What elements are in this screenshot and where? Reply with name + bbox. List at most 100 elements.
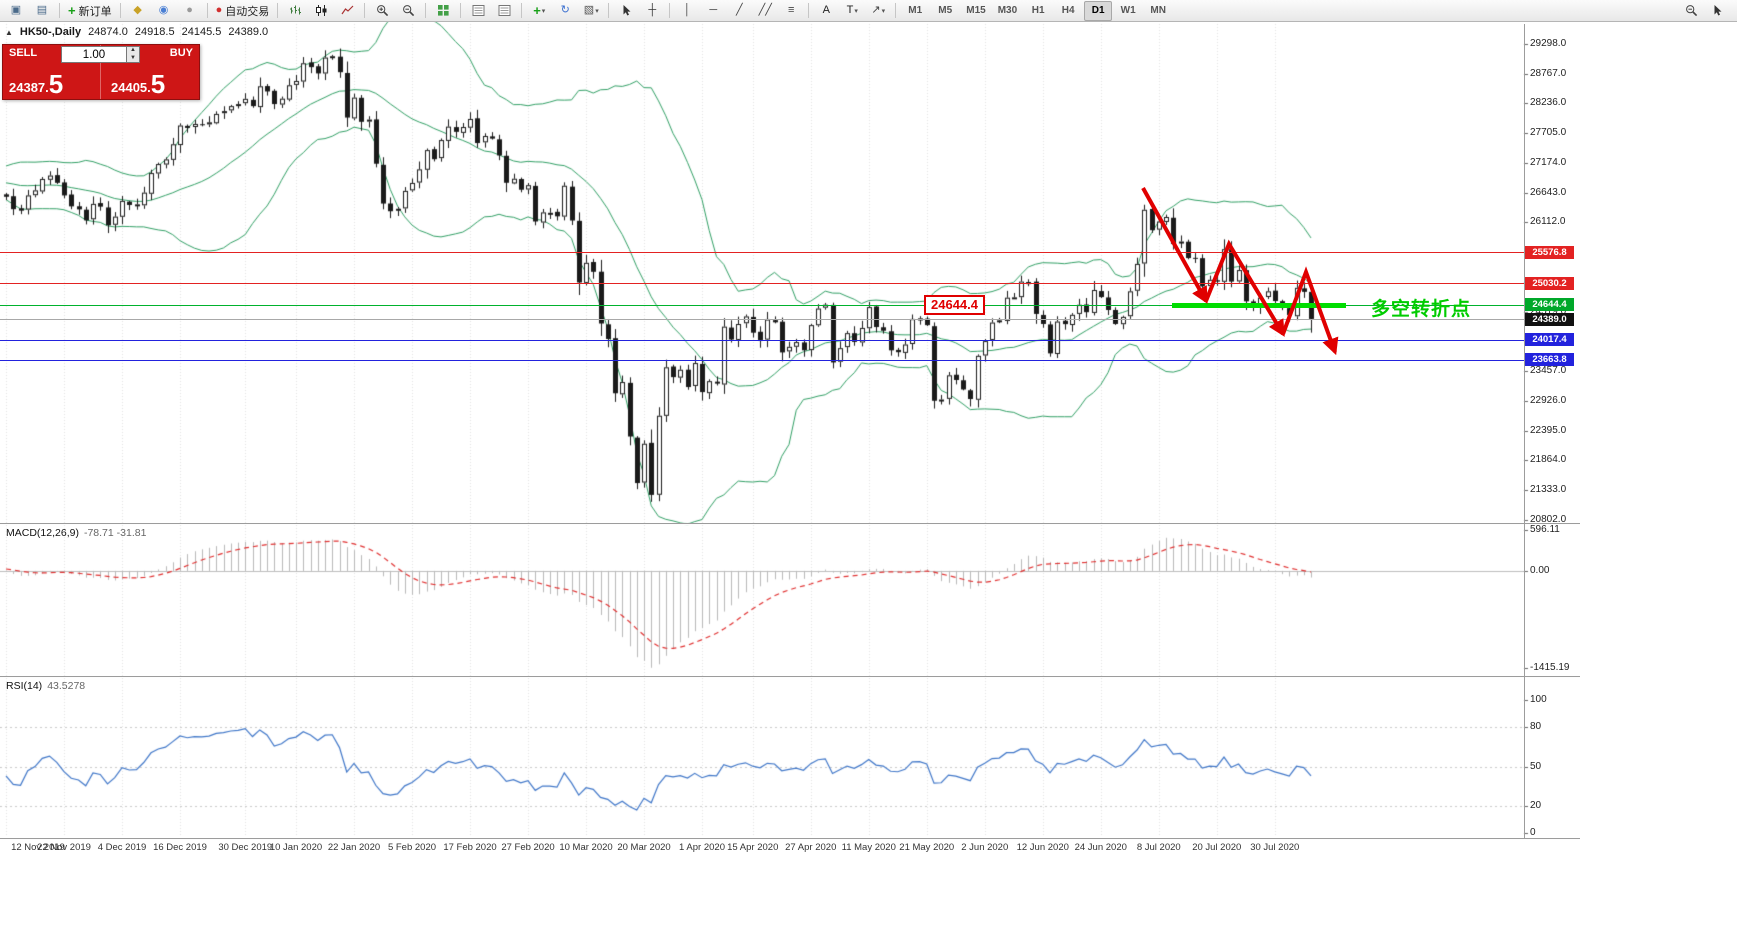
arrows-icon[interactable]: ↗ ▾ <box>871 4 886 16</box>
time-axis-label: 17 Feb 2020 <box>443 842 497 853</box>
toolbar-separator <box>521 3 523 18</box>
buy-price: 24405. 5 <box>111 69 166 99</box>
time-axis-label: 20 Mar 2020 <box>617 842 671 853</box>
time-axis-label: 16 Dec 2019 <box>153 842 207 853</box>
high-value: 24918.5 <box>134 26 175 38</box>
time-axis-label: 21 May 2020 <box>899 842 955 853</box>
indicator-axis-label: -1415.19 <box>1530 662 1570 673</box>
toolbar-left-group: ▣ ▤ + 新订单 ◆ ◉ ● ● 自动交易 + ▾ ↻ ▧ ▾ ┼ │ ─ ╱ ╱╱ ≡ A T ▾ ↗ ▾ M1 M5 M15 M3… <box>3 0 1173 21</box>
resistance-line-1[interactable] <box>0 252 1524 253</box>
sell-button[interactable]: SELL 24387. 5 <box>3 45 101 99</box>
toolbar-separator <box>364 3 366 18</box>
timeframe-mn[interactable]: MN <box>1150 5 1166 16</box>
text-icon[interactable]: A <box>822 4 830 16</box>
support-line-1[interactable] <box>0 340 1524 341</box>
time-axis-label: 20 Jul 2020 <box>1192 842 1242 853</box>
timeframe-w1[interactable]: W1 <box>1120 5 1136 16</box>
timeframe-m30[interactable]: M30 <box>997 5 1018 16</box>
time-axis-label: 1 Apr 2020 <box>679 842 725 853</box>
tile-windows-icon[interactable] <box>431 1 455 21</box>
new-order-button[interactable]: + 新订单 <box>68 3 112 18</box>
channel-icon[interactable]: ╱╱ <box>758 4 772 16</box>
toolbar-separator <box>895 3 897 18</box>
terminal-icon[interactable] <box>492 1 516 21</box>
zoom-out-icon[interactable] <box>396 1 420 21</box>
market-icon[interactable]: ◉ <box>158 4 169 16</box>
refresh-icon[interactable]: ↻ <box>560 4 570 16</box>
volume-up-button[interactable]: ▲ <box>130 47 136 53</box>
editor-icon[interactable]: ◆ <box>133 4 142 16</box>
new-chart-icon[interactable]: ▣ <box>10 4 22 16</box>
pivot-line[interactable] <box>0 305 1524 306</box>
support-segment-line[interactable] <box>1172 303 1346 308</box>
price-axis-label: 24519.0 <box>1530 305 1567 317</box>
price-level-badge: 24017.4 <box>1525 333 1574 346</box>
trade-panel-toggle-icon[interactable]: ▲ <box>5 27 13 37</box>
vertical-line-icon[interactable]: │ <box>683 4 691 16</box>
pointer-icon[interactable] <box>1705 1 1729 21</box>
macd-label: MACD(12,26,9) -78.71 -31.81 <box>6 527 147 539</box>
price-axis-label: 26112.0 <box>1530 216 1566 228</box>
cursor-icon[interactable] <box>614 1 638 21</box>
time-axis-label: 30 Dec 2019 <box>218 842 273 853</box>
price-axis-label: 21333.0 <box>1530 484 1567 496</box>
buy-label: BUY <box>169 47 193 59</box>
time-axis-label: 12 Nov 2019 <box>11 842 65 853</box>
time-axis-label: 27 Apr 2020 <box>785 842 837 853</box>
time-axis-label: 8 Jul 2020 <box>1136 842 1181 853</box>
price-axis-label: 23457.0 <box>1530 365 1567 377</box>
zoom-in-icon[interactable] <box>370 1 394 21</box>
volume-down-button[interactable]: ▼ <box>130 54 136 61</box>
symbol-name: HK50-,Daily <box>19 26 82 38</box>
price-axis-label: 26643.0 <box>1530 186 1567 198</box>
rsi-panel-separator[interactable] <box>0 676 1580 677</box>
add-indicator-icon[interactable]: + ▾ <box>533 3 546 18</box>
horizontal-line-icon[interactable]: ─ <box>709 4 718 16</box>
turning-point-annotation[interactable]: 多空转折点 <box>1371 299 1472 320</box>
sell-label: SELL <box>9 47 38 59</box>
timeframe-h1[interactable]: H1 <box>1031 5 1045 16</box>
toolbar-separator <box>808 3 810 18</box>
buy-button[interactable]: BUY 24405. 5 <box>100 45 199 99</box>
label-icon[interactable]: T ▾ <box>846 4 858 16</box>
line-chart-icon[interactable] <box>335 1 359 21</box>
crosshair-icon[interactable]: ┼ <box>648 4 657 16</box>
trendline-icon[interactable]: ╱ <box>735 4 743 16</box>
timeframe-h4[interactable]: H4 <box>1061 5 1075 16</box>
volume-input[interactable] <box>61 46 127 63</box>
search-icon[interactable] <box>1679 1 1703 21</box>
alerts-icon[interactable]: ● <box>186 4 193 16</box>
price-level-badge: 23663.8 <box>1525 353 1574 366</box>
level-price-label[interactable]: 24644.4 <box>924 295 985 315</box>
data-window-icon[interactable] <box>466 1 490 21</box>
toolbar-separator <box>206 3 208 18</box>
time-axis-label: 22 Nov 2019 <box>37 842 91 853</box>
bar-chart-icon[interactable] <box>283 1 307 21</box>
price-axis-label: 20802.0 <box>1530 513 1567 525</box>
resistance-line-2[interactable] <box>0 283 1524 284</box>
time-axis-label: 4 Dec 2019 <box>97 842 147 853</box>
timeframe-m15[interactable]: M15 <box>966 5 986 16</box>
indicator-axis-label: 100 <box>1530 694 1547 705</box>
macd-panel-separator[interactable] <box>0 523 1580 524</box>
timeframe-d1[interactable]: D1 <box>1084 0 1113 21</box>
indicator-axis-label: 80 <box>1530 720 1542 732</box>
toolbar-separator <box>119 3 121 18</box>
open-value: 24874.0 <box>88 26 128 38</box>
support-line-2[interactable] <box>0 360 1524 361</box>
sell-price: 24387. 5 <box>9 69 64 99</box>
trend-zigzag-arrows[interactable] <box>1125 170 1365 380</box>
timeframe-m1[interactable]: M1 <box>908 5 923 16</box>
candlesticks-icon[interactable] <box>309 1 333 21</box>
timeframe-m5[interactable]: M5 <box>938 5 953 16</box>
chart-settings-icon[interactable]: ▧ ▾ <box>583 4 599 16</box>
chart-profiles-icon[interactable]: ▤ <box>36 4 48 16</box>
time-axis-label: 12 Jun 2020 <box>1016 842 1069 853</box>
fibonacci-icon[interactable]: ≡ <box>788 4 795 16</box>
indicator-axis-label: 0.00 <box>1530 564 1550 576</box>
time-axis-label: 10 Jan 2020 <box>269 842 323 853</box>
autotrading-button[interactable]: ● 自动交易 <box>215 4 270 18</box>
volume-control: ▲ ▼ <box>61 46 140 63</box>
